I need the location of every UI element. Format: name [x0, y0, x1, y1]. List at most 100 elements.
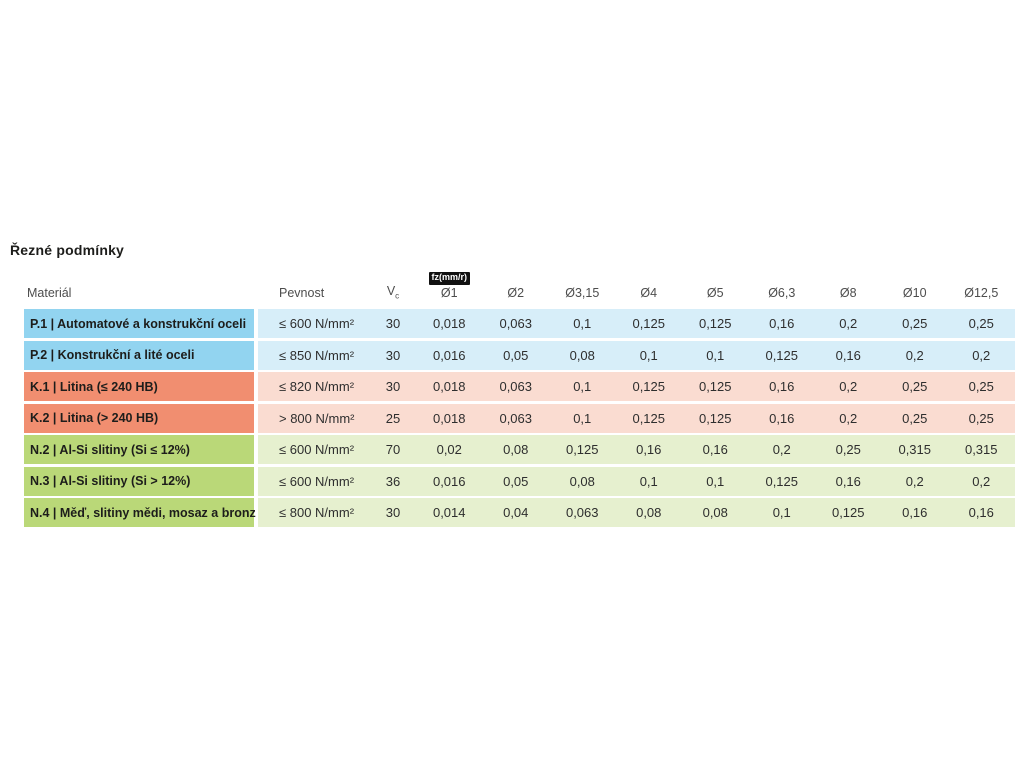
feed-cell-d10: 0,2 [881, 340, 948, 370]
feed-cell-d315: 0,1 [549, 403, 616, 433]
feed-cell-d63: 0,125 [748, 466, 815, 496]
column-header-vc: Vc [370, 283, 416, 309]
column-header-label: Ø4 [640, 286, 658, 301]
table-row-k1: K.1 | Litina (≤ 240 HB) ≤ 820 N/mm² 30 0,01… [24, 372, 1015, 401]
table-header-row: Materiál Pevnost Vc fz(mm/r) Ø1 Ø2 Ø3,15 Ø4 Ø5 Ø6… [24, 267, 1015, 309]
feed-cell-d4: 0,08 [615, 498, 682, 527]
pevnost-cell: ≤ 600 N/mm² [258, 435, 370, 464]
feed-cell-d5: 0,08 [682, 498, 749, 527]
column-header-label: Ø1 [440, 286, 458, 301]
table-row-n2: N.2 | Al-Si slitiny (Si ≤ 12%) ≤ 600 N/mm… [24, 435, 1015, 464]
feed-cell-d2: 0,04 [482, 498, 549, 527]
feed-cell-d10: 0,25 [881, 309, 948, 338]
material-cell: P.2 | Konstrukční a lité oceli [24, 340, 258, 370]
feed-cell-d315: 0,08 [549, 466, 616, 496]
feed-cell-d2: 0,063 [482, 403, 549, 433]
pevnost-cell: ≤ 600 N/mm² [258, 466, 370, 496]
feed-cell-d125: 0,25 [948, 309, 1015, 338]
feed-cell-d4: 0,125 [615, 309, 682, 338]
feed-cell-d315: 0,1 [549, 372, 616, 401]
cutting-conditions-table: Materiál Pevnost Vc fz(mm/r) Ø1 Ø2 Ø3,15 Ø4 Ø5 Ø6… [24, 267, 1015, 530]
vc-cell: 36 [370, 466, 416, 496]
feed-cell-d1: 0,016 [416, 466, 483, 496]
pevnost-cell: ≤ 800 N/mm² [258, 498, 370, 527]
vc-cell: 30 [370, 309, 416, 338]
column-header-label: Ø12,5 [964, 286, 999, 301]
feed-cell-d4: 0,125 [615, 403, 682, 433]
feed-cell-d8: 0,2 [815, 403, 882, 433]
feed-cell-d63: 0,1 [748, 498, 815, 527]
pevnost-cell: ≤ 850 N/mm² [258, 340, 370, 370]
column-header-d10: Ø10 [882, 286, 949, 309]
column-header-d1: fz(mm/r) Ø1 [416, 272, 483, 309]
feed-cell-d125: 0,2 [948, 340, 1015, 370]
feed-cell-d4: 0,1 [615, 466, 682, 496]
column-header-label: Pevnost [279, 286, 325, 301]
feed-cell-d2: 0,063 [482, 372, 549, 401]
feed-cell-d8: 0,2 [815, 309, 882, 338]
feed-cell-d10: 0,2 [881, 466, 948, 496]
feed-cell-d10: 0,16 [881, 498, 948, 527]
feed-cell-d2: 0,05 [482, 340, 549, 370]
material-cell: N.4 | Měď, slitiny mědi, mosaz a bronz [24, 498, 258, 527]
page-title: Řezné podmínky [10, 242, 125, 258]
feed-cell-d10: 0,25 [881, 372, 948, 401]
column-header-label: Ø6,3 [768, 286, 796, 301]
feed-cell-d8: 0,25 [815, 435, 882, 464]
feed-cell-d2: 0,063 [482, 309, 549, 338]
feed-cell-d10: 0,315 [881, 435, 948, 464]
material-cell: P.1 | Automatové a konstrukční oceli [24, 309, 258, 338]
column-header-label: Vc [386, 283, 400, 301]
material-cell: N.3 | Al-Si slitiny (Si > 12%) [24, 466, 258, 496]
feed-cell-d125: 0,315 [948, 435, 1015, 464]
column-header-label: Ø8 [839, 286, 857, 301]
feed-cell-d63: 0,125 [748, 340, 815, 370]
feed-cell-d5: 0,125 [682, 309, 749, 338]
feed-cell-d1: 0,014 [416, 498, 483, 527]
feed-cell-d8: 0,2 [815, 372, 882, 401]
feed-cell-d10: 0,25 [881, 403, 948, 433]
feed-cell-d8: 0,16 [815, 340, 882, 370]
column-header-pevnost: Pevnost [258, 286, 370, 309]
table-row-n4: N.4 | Měď, slitiny mědi, mosaz a bronz ≤ … [24, 498, 1015, 527]
column-header-label: Materiál [27, 286, 72, 301]
material-cell: K.1 | Litina (≤ 240 HB) [24, 372, 258, 401]
table-body: P.1 | Automatové a konstrukční oceli ≤ 60… [24, 309, 1015, 527]
feed-cell-d125: 0,2 [948, 466, 1015, 496]
feed-cell-d1: 0,018 [416, 403, 483, 433]
vc-cell: 30 [370, 340, 416, 370]
feed-cell-d1: 0,02 [416, 435, 483, 464]
column-header-d125: Ø12,5 [948, 286, 1015, 309]
column-header-d315: Ø3,15 [549, 286, 616, 309]
vc-cell: 30 [370, 498, 416, 527]
feed-cell-d8: 0,125 [815, 498, 882, 527]
feed-unit-badge: fz(mm/r) [428, 272, 470, 286]
vc-cell: 30 [370, 372, 416, 401]
feed-cell-d63: 0,16 [748, 309, 815, 338]
feed-cell-d4: 0,1 [615, 340, 682, 370]
column-header-label: Ø2 [507, 286, 525, 301]
feed-cell-d5: 0,16 [682, 435, 749, 464]
table-row-p1: P.1 | Automatové a konstrukční oceli ≤ 60… [24, 309, 1015, 338]
column-header-label: Ø5 [706, 286, 724, 301]
table-row-k2: K.2 | Litina (> 240 HB) > 800 N/mm² 25 0,01… [24, 403, 1015, 433]
column-header-d63: Ø6,3 [749, 286, 816, 309]
feed-cell-d4: 0,16 [615, 435, 682, 464]
feed-cell-d5: 0,125 [682, 372, 749, 401]
vc-cell: 70 [370, 435, 416, 464]
column-header-material: Materiál [24, 286, 258, 309]
pevnost-cell: ≤ 600 N/mm² [258, 309, 370, 338]
feed-cell-d4: 0,125 [615, 372, 682, 401]
feed-cell-d5: 0,1 [682, 466, 749, 496]
material-cell: K.2 | Litina (> 240 HB) [24, 403, 258, 433]
feed-cell-d315: 0,08 [549, 340, 616, 370]
feed-cell-d2: 0,05 [482, 466, 549, 496]
feed-cell-d315: 0,1 [549, 309, 616, 338]
feed-cell-d2: 0,08 [482, 435, 549, 464]
feed-cell-d5: 0,125 [682, 403, 749, 433]
feed-cell-d1: 0,018 [416, 309, 483, 338]
feed-cell-d1: 0,016 [416, 340, 483, 370]
feed-cell-d125: 0,25 [948, 403, 1015, 433]
feed-cell-d5: 0,1 [682, 340, 749, 370]
